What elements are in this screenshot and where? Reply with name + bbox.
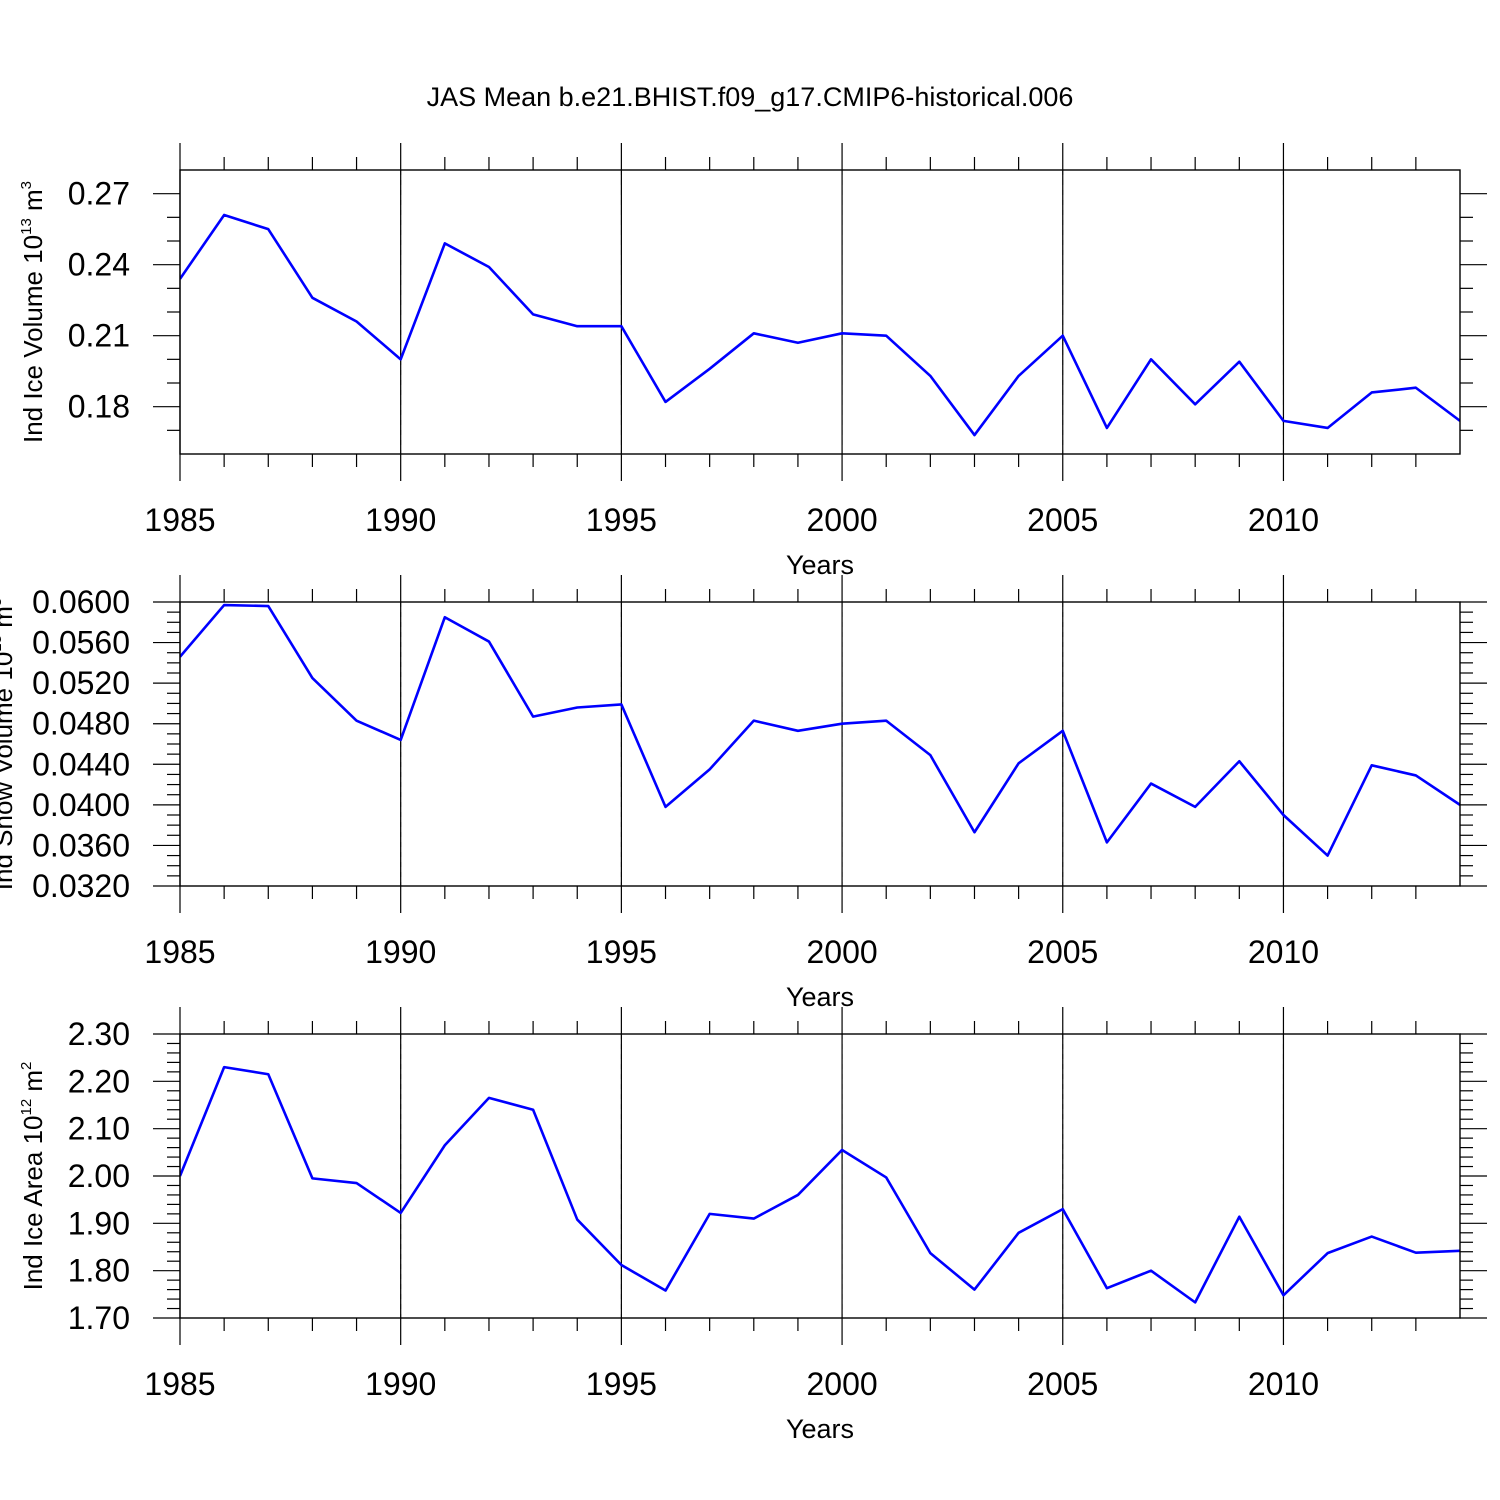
snow-volume-y-tick-label: 0.0520 xyxy=(32,665,130,701)
ice-area-series-line xyxy=(180,1065,1460,1304)
ice-area-x-tick-label: 1995 xyxy=(586,1366,657,1402)
snow-volume-x-tick-label: 2000 xyxy=(806,934,877,970)
snow-volume-plot-frame xyxy=(179,601,1461,887)
ice-area-y-tick-label: 2.00 xyxy=(68,1158,130,1194)
ice-area-x-tick-label: 1990 xyxy=(365,1366,436,1402)
ice-area-x-tick-labels: 1985 1990 1995 2000 2005 2010 xyxy=(144,1366,1319,1402)
ice-area-x-tick-label: 2010 xyxy=(1248,1366,1319,1402)
snow-volume-y-tick-label: 0.0600 xyxy=(32,584,130,620)
ice-volume-x-tick-labels: 1985 1990 1995 2000 2005 2010 xyxy=(144,502,1319,538)
snow-volume-y-axis-label: Ind Snow Volume 1013 m3 xyxy=(0,598,18,890)
ice-area-y-tick-label: 1.70 xyxy=(68,1300,130,1336)
ice-volume-x-tick-label: 1990 xyxy=(365,502,436,538)
ice-area-x-axis-label: Years xyxy=(786,1414,854,1444)
snow-volume-y-tick-label: 0.0400 xyxy=(32,787,130,823)
ice-volume-x-axis-label: Years xyxy=(786,550,854,580)
ice-area-panel: 1985 1990 1995 2000 2005 2010 1.70 1.80 1.90 2.0… xyxy=(18,1007,1487,1444)
ice-volume-x-tick-label: 1995 xyxy=(586,502,657,538)
ice-area-y-tick-label: 1.80 xyxy=(68,1253,130,1289)
ice-area-x-tick-label: 2000 xyxy=(806,1366,877,1402)
ice-volume-series-line xyxy=(180,213,1460,437)
ice-area-y-tick-label: 2.30 xyxy=(68,1016,130,1052)
snow-volume-x-tick-label: 1995 xyxy=(586,934,657,970)
ice-area-x-tick-label: 2005 xyxy=(1027,1366,1098,1402)
chart-title: JAS Mean b.e21.BHIST.f09_g17.CMIP6-histo… xyxy=(427,82,1074,112)
ice-volume-y-axis-label: Ind Ice Volume 1013 m3 xyxy=(18,181,48,443)
ice-volume-x-tick-label: 2005 xyxy=(1027,502,1098,538)
snow-volume-panel: 1985 1990 1995 2000 2005 2010 0.03200.03600.0… xyxy=(0,575,1487,1012)
ice-volume-panel: 1985 1990 1995 2000 2005 2010 0.18 0.21 0.24 0.2… xyxy=(18,143,1487,580)
snow-volume-y-tick-label: 0.0560 xyxy=(32,625,130,661)
ice-area-ticks xyxy=(153,1007,1487,1345)
snow-volume-series-line xyxy=(180,603,1460,857)
ice-volume-x-tick-label: 2000 xyxy=(806,502,877,538)
ice-area-x-tick-label: 1985 xyxy=(144,1366,215,1402)
snow-volume-y-tick-label: 0.0480 xyxy=(32,706,130,742)
ice-volume-y-tick-label: 0.24 xyxy=(68,247,130,283)
ice-area-y-tick-label: 2.20 xyxy=(68,1063,130,1099)
ice-area-y-tick-label: 1.90 xyxy=(68,1205,130,1241)
ice-volume-x-tick-label: 2010 xyxy=(1248,502,1319,538)
ice-area-plot-frame xyxy=(179,1033,1461,1319)
ice-volume-y-tick-label: 0.21 xyxy=(68,318,130,354)
ice-area-y-axis-label: Ind Ice Area 1012 m2 xyxy=(18,1062,48,1291)
snow-volume-x-tick-label: 2005 xyxy=(1027,934,1098,970)
ice-volume-y-tick-label: 0.18 xyxy=(68,389,130,425)
snow-volume-y-tick-label: 0.0320 xyxy=(32,868,130,904)
ice-volume-ticks xyxy=(153,143,1487,481)
snow-volume-x-tick-label: 1990 xyxy=(365,934,436,970)
snow-volume-x-tick-label: 2010 xyxy=(1248,934,1319,970)
ice-volume-y-tick-labels: 0.18 0.21 0.24 0.27 xyxy=(68,176,130,425)
snow-volume-y-tick-label: 0.0440 xyxy=(32,746,130,782)
ice-volume-y-tick-label: 0.27 xyxy=(68,176,130,212)
snow-volume-x-axis-label: Years xyxy=(786,982,854,1012)
snow-volume-x-tick-label: 1985 xyxy=(144,934,215,970)
snow-volume-y-tick-label: 0.0360 xyxy=(32,827,130,863)
snow-volume-x-tick-labels: 1985 1990 1995 2000 2005 2010 xyxy=(144,934,1319,970)
snow-volume-ticks xyxy=(153,575,1487,913)
ice-volume-plot-frame xyxy=(179,169,1461,455)
snow-volume-y-tick-labels: 0.0320 0.0360 0.0400 0.0440 0.0480 0.0520 0.05… xyxy=(32,584,130,904)
ice-volume-x-tick-label: 1985 xyxy=(144,502,215,538)
ice-area-y-tick-label: 2.10 xyxy=(68,1111,130,1147)
ice-area-y-tick-labels: 1.70 1.80 1.90 2.00 2.10 2.20 2.30 xyxy=(68,1016,130,1336)
